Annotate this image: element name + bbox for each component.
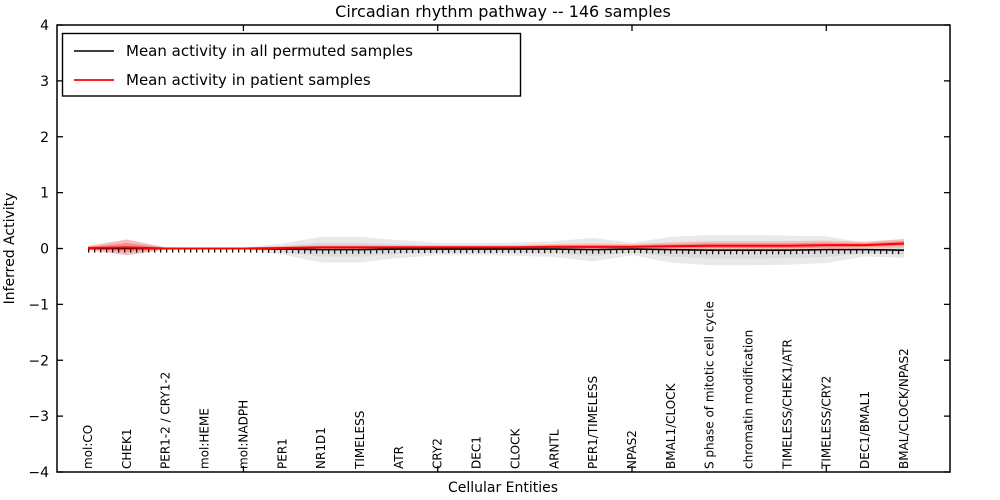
x-tick-label: TIMELESS bbox=[353, 411, 367, 470]
x-tick-label: BMAL/CLOCK/NPAS2 bbox=[897, 348, 911, 469]
x-tick-label: mol:HEME bbox=[198, 408, 212, 469]
y-tick-label: 3 bbox=[40, 74, 49, 90]
axis-tick-labels-layer: 4 3 2 1 0 −1 −2 −3 −4 mol:CO CHEK1 PER1-2 / CRY1-2 m… bbox=[28, 18, 911, 481]
y-tick-label: −2 bbox=[28, 353, 49, 369]
y-tick-label: 1 bbox=[40, 186, 49, 202]
y-tick-label: −1 bbox=[28, 297, 49, 313]
y-tick-label: 4 bbox=[40, 18, 49, 34]
x-tick-label: TIMELESS/CRY2 bbox=[819, 376, 833, 470]
y-tick-label: −3 bbox=[28, 409, 49, 425]
legend-label-permuted: Mean activity in all permuted samples bbox=[126, 42, 413, 60]
plot-frame bbox=[56, 24, 951, 473]
legend: Mean activity in all permuted samples Me… bbox=[61, 32, 522, 97]
x-tick-label: PER1-2 / CRY1-2 bbox=[159, 372, 173, 469]
y-tick-label: −4 bbox=[28, 465, 49, 481]
x-tick-label: ARNTL bbox=[547, 429, 561, 469]
y-tick-label: 0 bbox=[40, 242, 49, 258]
x-tick-label: mol:NADPH bbox=[236, 400, 250, 469]
x-tick-label: CRY2 bbox=[431, 438, 445, 469]
x-tick-label: DEC1/BMAL1 bbox=[858, 391, 872, 469]
chart-title: Circadian rhythm pathway -- 146 samples bbox=[335, 2, 671, 21]
x-tick-label: S phase of mitotic cell cycle bbox=[703, 301, 717, 469]
x-tick-label: NR1D1 bbox=[314, 427, 328, 469]
patient-mean-line bbox=[87, 242, 905, 250]
x-tick-label: BMAL1/CLOCK bbox=[664, 382, 678, 469]
x-tick-label: PER1 bbox=[275, 438, 289, 469]
y-axis-label: Inferred Activity bbox=[2, 193, 18, 305]
x-tick-label: chromatin modification bbox=[742, 330, 756, 469]
permuted-sample-markers bbox=[88, 247, 905, 255]
x-axis-label: Cellular Entities bbox=[448, 480, 558, 496]
x-tick-label: CHEK1 bbox=[120, 429, 134, 470]
x-tick-label: DEC1 bbox=[470, 436, 484, 469]
x-tick-label: TIMELESS/CHEK1/ATR bbox=[780, 339, 794, 470]
x-tick-label: mol:CO bbox=[81, 425, 95, 469]
mean-lines-layer bbox=[87, 242, 905, 255]
x-tick-label: PER1/TIMELESS bbox=[586, 376, 600, 469]
patient-samples-envelope-inner bbox=[88, 241, 904, 252]
x-tick-label: CLOCK bbox=[508, 428, 522, 469]
x-tick-label: ATR bbox=[392, 446, 406, 469]
legend-box bbox=[61, 32, 522, 97]
legend-label-patient: Mean activity in patient samples bbox=[126, 71, 371, 89]
x-tick-label: NPAS2 bbox=[625, 430, 639, 469]
y-tick-label: 2 bbox=[40, 130, 49, 146]
